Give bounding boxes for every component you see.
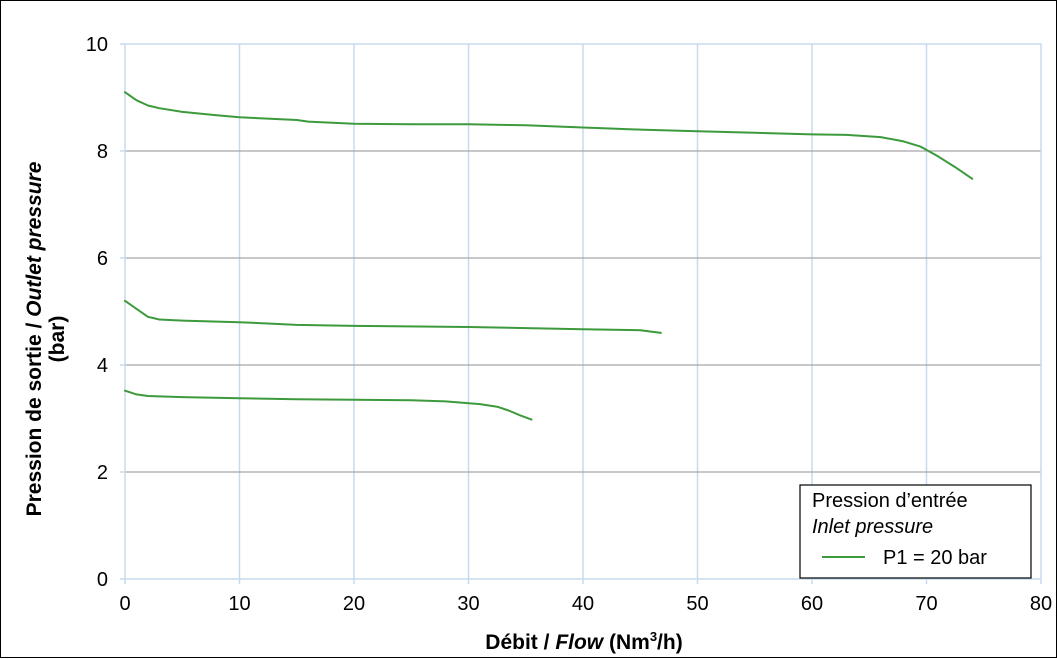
x-tick-label: 10 [228, 593, 250, 615]
x-axis-label: Débit / Flow (Nm3/h) [485, 629, 682, 654]
x-tick-label: 20 [343, 593, 365, 615]
y-axis-label: Pression de sortie / Outlet pressure [23, 161, 46, 516]
x-tick-label: 40 [572, 593, 594, 615]
y-tick-label: 8 [97, 141, 108, 163]
legend-title-line2: Inlet pressure [812, 516, 933, 538]
series-line-1 [124, 91, 974, 180]
x-tick-label: 60 [801, 593, 823, 615]
series-line-3 [124, 389, 533, 421]
legend-box [799, 484, 1032, 579]
legend: Pression d’entrée Inlet pressure P1 = 20… [799, 484, 1032, 579]
series-line-2 [124, 299, 662, 334]
y-tick-label: 10 [86, 34, 108, 56]
grid [125, 44, 1041, 579]
x-tick-label: 30 [457, 593, 479, 615]
y-tick-label: 0 [97, 569, 108, 591]
x-tick-labels: 0 10 20 30 40 50 60 70 80 [119, 593, 1052, 615]
x-tick-label: 80 [1030, 593, 1052, 615]
y-tick-label: 6 [97, 248, 108, 270]
y-tick-labels: 0 2 4 6 8 10 [86, 34, 108, 591]
x-tick-label: 0 [119, 593, 130, 615]
axes [120, 43, 1042, 584]
series-lines [124, 91, 974, 421]
x-tick-label: 70 [915, 593, 937, 615]
legend-title-line1: Pression d’entrée [812, 490, 968, 512]
x-tick-label: 50 [686, 593, 708, 615]
y-axis-label-unit: (bar) [46, 316, 69, 363]
y-tick-label: 4 [97, 355, 108, 377]
y-tick-label: 2 [97, 462, 108, 484]
legend-entry-label: P1 = 20 bar [883, 547, 987, 569]
